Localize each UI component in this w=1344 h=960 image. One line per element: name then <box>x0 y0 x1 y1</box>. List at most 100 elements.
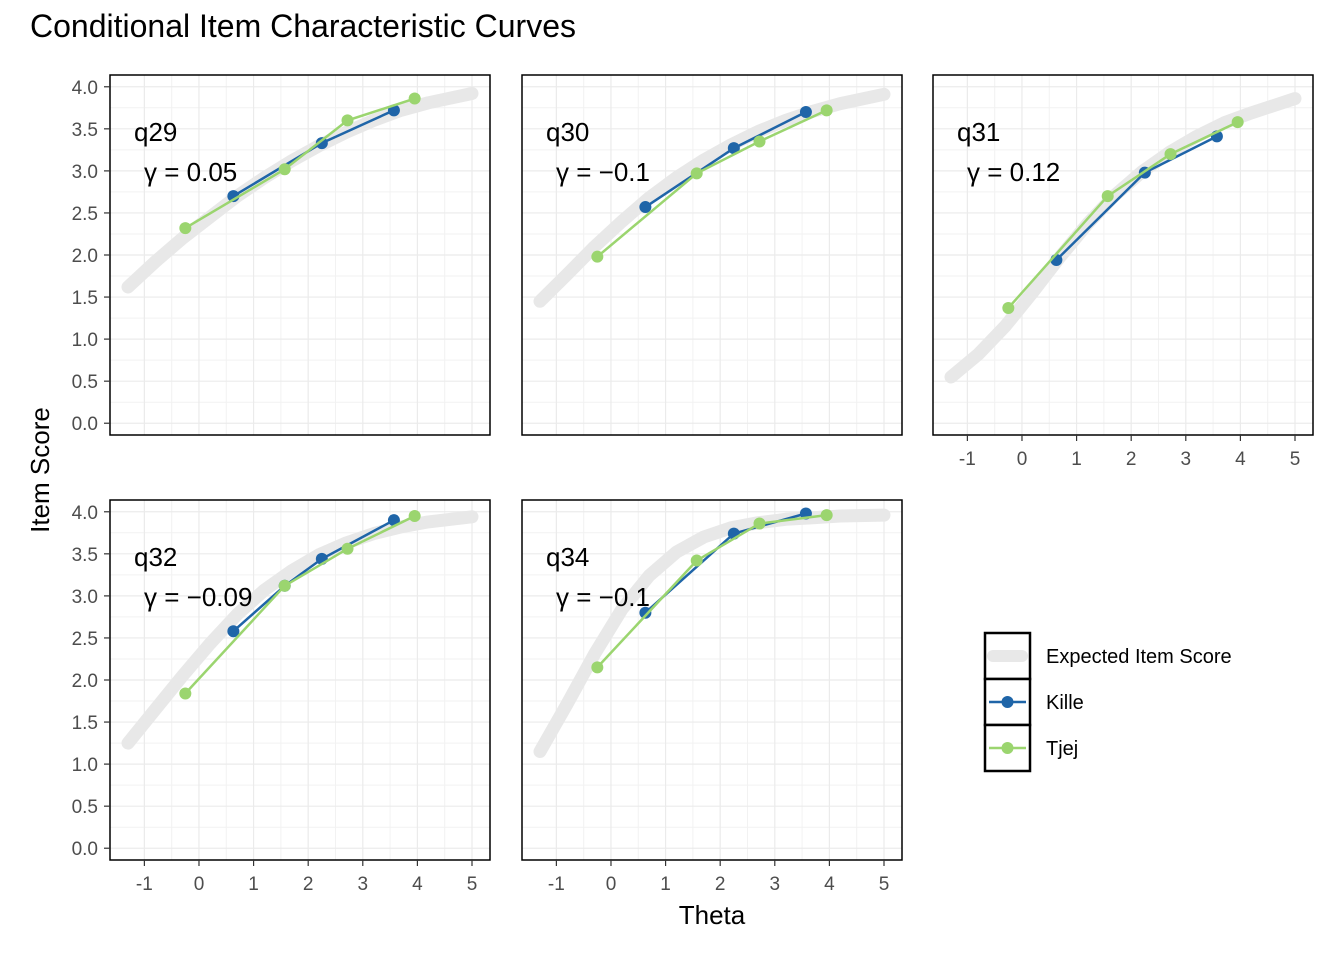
series-line-tjej <box>1007 120 1239 309</box>
y-tick-label: 2.0 <box>72 671 98 692</box>
x-tick-label: 0 <box>606 874 617 895</box>
y-tick-label: 3.0 <box>72 162 98 183</box>
y-tick-label: 1.0 <box>72 330 98 351</box>
x-tick-label: 1 <box>1071 449 1082 470</box>
x-tick-label: 4 <box>1235 449 1246 470</box>
x-axis-title: Theta <box>679 900 746 930</box>
y-tick-label: 2.0 <box>72 246 98 267</box>
data-point-kille <box>227 625 240 638</box>
data-point-tjej <box>753 517 766 530</box>
data-point-tjej <box>1231 116 1244 129</box>
data-point-kille <box>639 606 652 619</box>
data-point-tjej <box>179 222 192 235</box>
legend-symbol-point <box>1001 696 1014 708</box>
legend-label: Expected Item Score <box>1046 646 1232 668</box>
item-label: q31 <box>957 117 1000 147</box>
x-tick-label: -1 <box>548 874 565 895</box>
gamma-label: γ = 0.05 <box>144 157 237 187</box>
panel-border <box>521 499 903 861</box>
y-axis-title: Item Score <box>25 407 55 533</box>
y-tick-label: 0.5 <box>72 797 98 818</box>
data-point-tjej <box>820 509 833 522</box>
x-tick-label: 0 <box>1017 449 1028 470</box>
legend-symbol-point <box>1001 742 1014 754</box>
x-tick-label: -1 <box>136 874 153 895</box>
item-label: q30 <box>546 117 589 147</box>
y-tick-label: 1.5 <box>72 288 98 309</box>
data-point-tjej <box>278 163 291 176</box>
y-tick-label: 4.0 <box>72 503 98 524</box>
panel-border <box>932 74 1314 436</box>
legend-label: Kille <box>1046 692 1084 714</box>
legend-label: Tjej <box>1046 738 1078 760</box>
x-tick-label: 5 <box>879 874 890 895</box>
panel-q32: q32 γ = −0.09 0.0 0.5 1.0 1.5 2.0 2.5 3.0 3.5 4.0 -… <box>72 499 491 895</box>
data-point-kille <box>315 137 328 150</box>
data-point-tjej <box>1101 190 1114 203</box>
panel-q34: q34 γ = −0.1 -1 0 1 2 3 4 5 <box>521 499 903 895</box>
x-tick-label: 5 <box>467 874 478 895</box>
y-tick-label: 3.5 <box>72 545 98 566</box>
x-tick-label: 2 <box>715 874 726 895</box>
data-point-tjej <box>591 250 604 263</box>
data-point-tjej <box>341 114 354 127</box>
gamma-label: γ = −0.1 <box>556 157 650 187</box>
x-tick-label: 4 <box>412 874 423 895</box>
x-tick-label: 2 <box>303 874 314 895</box>
x-tick-label: 3 <box>358 874 369 895</box>
y-tick-label: 2.5 <box>72 204 98 225</box>
data-point-tjej <box>408 509 421 522</box>
x-tick-label: 2 <box>1126 449 1137 470</box>
item-label: q32 <box>134 542 177 572</box>
y-tick-label: 0.5 <box>72 372 98 393</box>
expected-item-score-line <box>121 510 479 750</box>
data-point-kille <box>727 142 740 155</box>
series-line-tjej <box>596 109 828 258</box>
data-point-tjej <box>690 554 703 567</box>
y-tick-label: 1.0 <box>72 755 98 776</box>
item-label: q29 <box>134 117 177 147</box>
x-tick-label: 3 <box>1181 449 1192 470</box>
data-point-kille <box>639 201 652 214</box>
y-tick-label: 1.5 <box>72 713 98 734</box>
y-tick-label: 3.5 <box>72 120 98 141</box>
data-point-tjej <box>408 92 421 105</box>
x-tick-label: 0 <box>194 874 205 895</box>
data-point-kille <box>799 106 812 119</box>
x-tick-label: 1 <box>660 874 671 895</box>
panel-q31: q31 γ = 0.12 -1 0 1 2 3 4 5 <box>932 74 1314 470</box>
data-point-tjej <box>1164 148 1177 161</box>
data-point-tjej <box>278 579 291 592</box>
series-line-tjej <box>184 97 416 230</box>
data-point-tjej <box>341 542 354 555</box>
x-tick-label: 4 <box>824 874 835 895</box>
y-tick-label: 0.0 <box>72 414 98 435</box>
y-tick-label: 3.0 <box>72 587 98 608</box>
panel-q29: q29 γ = 0.05 0.0 0.5 1.0 1.5 2.0 2.5 3.0 3.5 4.0 <box>72 74 491 436</box>
data-point-tjej <box>820 104 833 117</box>
gamma-label: γ = −0.09 <box>144 582 252 612</box>
series-line-kille <box>232 519 395 633</box>
data-point-tjej <box>1002 301 1015 314</box>
x-tick-label: 3 <box>770 874 781 895</box>
y-tick-label: 0.0 <box>72 839 98 860</box>
panel-q30: q30 γ = −0.1 <box>521 74 903 436</box>
panel-border <box>521 74 903 436</box>
data-point-kille <box>387 514 400 527</box>
x-tick-label: -1 <box>959 449 976 470</box>
x-tick-label: 5 <box>1290 449 1301 470</box>
expected-item-score-line <box>533 87 891 308</box>
series-line-tjej <box>184 514 416 695</box>
data-point-tjej <box>690 167 703 180</box>
y-tick-label: 2.5 <box>72 629 98 650</box>
gamma-label: γ = 0.12 <box>967 157 1060 187</box>
legend: Expected Item Score Kille Tjej <box>983 631 1232 773</box>
expected-item-score-line <box>944 92 1302 384</box>
y-tick-label: 4.0 <box>72 78 98 99</box>
gamma-label: γ = −0.1 <box>556 582 650 612</box>
data-point-tjej <box>179 687 192 700</box>
x-tick-label: 1 <box>248 874 259 895</box>
chart-title: Conditional Item Characteristic Curves <box>30 8 576 44</box>
data-point-tjej <box>591 661 604 674</box>
